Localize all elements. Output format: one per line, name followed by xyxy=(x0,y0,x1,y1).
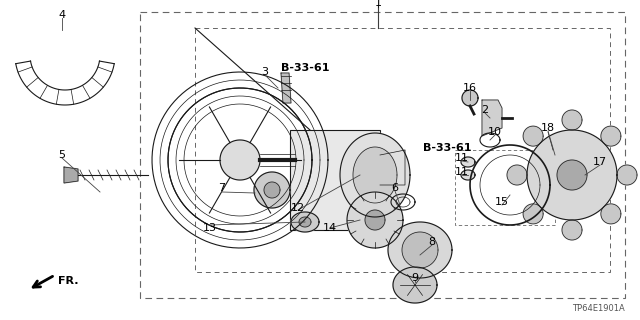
Text: 12: 12 xyxy=(291,203,305,213)
Text: 5: 5 xyxy=(58,150,65,160)
Polygon shape xyxy=(523,126,543,146)
Polygon shape xyxy=(617,165,637,185)
Text: 14: 14 xyxy=(323,223,337,233)
Polygon shape xyxy=(462,90,478,106)
Text: 6: 6 xyxy=(392,183,399,193)
Polygon shape xyxy=(291,212,319,232)
Polygon shape xyxy=(347,192,403,248)
Polygon shape xyxy=(527,130,617,220)
Polygon shape xyxy=(264,182,280,198)
Polygon shape xyxy=(482,100,502,136)
Text: 9: 9 xyxy=(412,273,419,283)
Polygon shape xyxy=(388,222,452,278)
Polygon shape xyxy=(461,170,475,180)
Polygon shape xyxy=(353,147,397,203)
Text: TP64E1901A: TP64E1901A xyxy=(572,304,625,313)
Text: 17: 17 xyxy=(593,157,607,167)
Polygon shape xyxy=(340,133,410,217)
Polygon shape xyxy=(254,172,290,208)
Polygon shape xyxy=(601,126,621,146)
Polygon shape xyxy=(402,232,438,268)
Polygon shape xyxy=(365,210,385,230)
Polygon shape xyxy=(299,217,311,227)
Polygon shape xyxy=(523,204,543,224)
Text: 15: 15 xyxy=(495,197,509,207)
Polygon shape xyxy=(461,157,475,167)
Text: FR.: FR. xyxy=(58,276,79,286)
Text: 11: 11 xyxy=(455,153,469,163)
Text: 1: 1 xyxy=(374,0,381,8)
Bar xyxy=(290,130,380,230)
Polygon shape xyxy=(220,140,260,180)
Text: 18: 18 xyxy=(541,123,555,133)
Text: B-33-61: B-33-61 xyxy=(281,63,329,73)
Text: 16: 16 xyxy=(463,83,477,93)
Polygon shape xyxy=(507,165,527,185)
Text: B-33-61: B-33-61 xyxy=(423,143,471,153)
Text: 10: 10 xyxy=(488,127,502,137)
Polygon shape xyxy=(380,150,405,185)
Polygon shape xyxy=(64,167,78,183)
Polygon shape xyxy=(601,204,621,224)
Polygon shape xyxy=(281,73,291,103)
Polygon shape xyxy=(562,220,582,240)
Polygon shape xyxy=(562,110,582,130)
Text: 8: 8 xyxy=(428,237,436,247)
Text: 3: 3 xyxy=(262,67,269,77)
Polygon shape xyxy=(557,160,587,190)
Text: 7: 7 xyxy=(218,183,225,193)
Text: 2: 2 xyxy=(481,105,488,115)
Polygon shape xyxy=(393,267,437,303)
Text: 4: 4 xyxy=(58,10,65,20)
Text: 11: 11 xyxy=(455,167,469,177)
Text: 13: 13 xyxy=(203,223,217,233)
